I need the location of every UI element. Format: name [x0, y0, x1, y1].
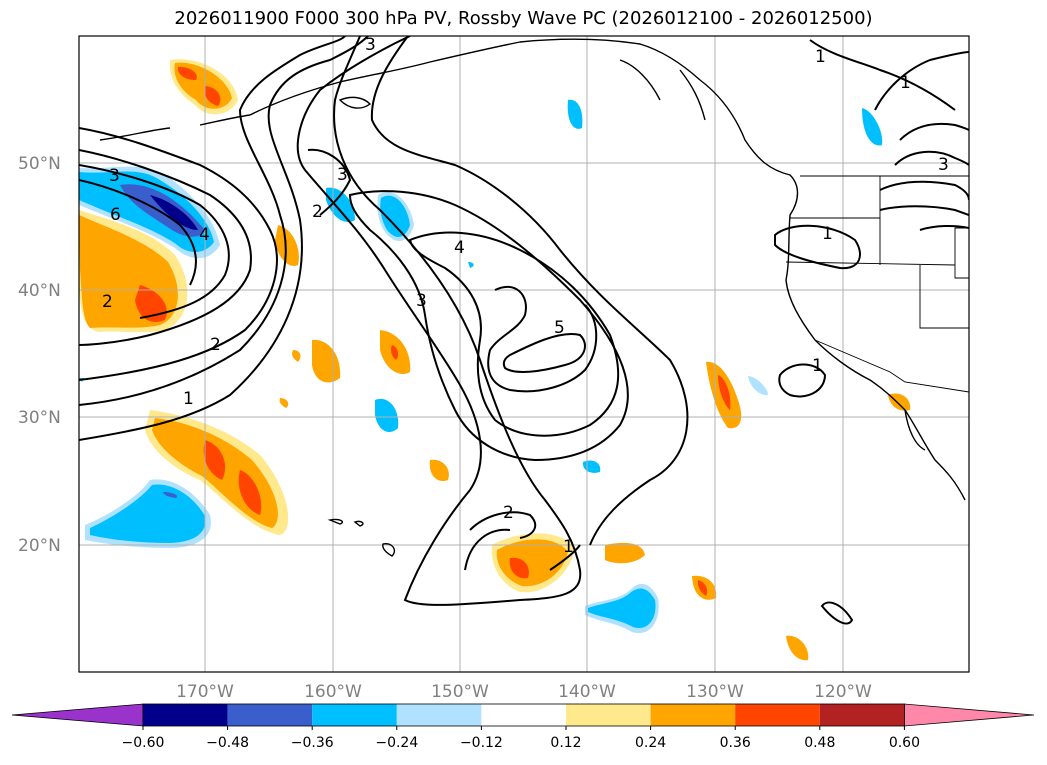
colorbar-segment [312, 704, 397, 726]
pv-contour-label: 1 [563, 537, 574, 557]
pv-contour-label: 2 [312, 202, 323, 222]
latitude-labels: 50°N 40°N 30°N 20°N [18, 154, 61, 556]
colorbar-segment [819, 704, 905, 726]
colorbar-level-label: −0.48 [206, 735, 249, 751]
colorbar-level-label: 0.36 [720, 735, 751, 751]
longitude-label: 120°W [814, 682, 872, 702]
pv-contour-label: 2 [503, 503, 514, 523]
colorbar-level-label: −0.36 [291, 735, 334, 751]
pv-contour-label: 1 [183, 389, 194, 409]
pv-contour-label: 3 [109, 166, 120, 186]
colorbar-segment [143, 704, 228, 726]
colorbar-segment [396, 704, 482, 726]
pv-contour-labels: 1 1 1 1 1 1 2 2 2 2 3 3 3 3 3 4 4 5 6 [102, 35, 949, 557]
graticule [79, 36, 969, 672]
pv-contour-label: 1 [900, 73, 911, 93]
longitude-label: 160°W [304, 682, 362, 702]
pv-contour-label: 1 [812, 356, 823, 376]
latitude-label: 50°N [18, 154, 61, 174]
pv-contour-label: 3 [365, 35, 376, 55]
colorbar-level-label: 0.48 [804, 735, 835, 751]
colorbar-segment [227, 704, 313, 726]
colorbar-extend-low [11, 703, 144, 727]
latitude-label: 40°N [18, 281, 61, 301]
colorbar-segment [735, 704, 820, 726]
pv-contour-label: 3 [416, 291, 427, 311]
longitude-label: 170°W [176, 682, 234, 702]
longitude-labels: 170°W 160°W 150°W 140°W 130°W 120°W [176, 682, 872, 702]
colorbar-level-label: 0.24 [635, 735, 666, 751]
longitude-label: 140°W [558, 682, 616, 702]
colorbar-level-label: 0.60 [889, 735, 920, 751]
longitude-label: 130°W [686, 682, 744, 702]
colorbar-level-label: −0.12 [460, 735, 503, 751]
pv-contour-label: 5 [554, 318, 565, 338]
pv-contour-label: 4 [199, 225, 210, 245]
pv-contours [79, 36, 969, 625]
pv-contour-label: 2 [210, 335, 221, 355]
colorbar-extend-high [904, 703, 1035, 727]
positive-pv-anomaly-shading [79, 59, 911, 661]
colorbar-level-label: −0.24 [375, 735, 418, 751]
pv-contour-label: 1 [822, 224, 833, 244]
longitude-label: 150°W [431, 682, 489, 702]
latitude-label: 30°N [18, 408, 61, 428]
pv-contour-label: 3 [337, 165, 348, 185]
pv-contour-label: 6 [110, 205, 121, 225]
pv-contour-label: 3 [938, 155, 949, 175]
colorbar-segment [650, 704, 736, 726]
map-frame [78, 35, 970, 673]
colorbar: −0.60 −0.48 −0.36 −0.24 −0.12 0.12 0.24 0.36 0.4… [11, 703, 1035, 751]
latitude-label: 20°N [18, 536, 61, 556]
pv-contour-label: 4 [454, 238, 465, 258]
colorbar-segment [566, 704, 651, 726]
pv-contour-label: 2 [102, 292, 113, 312]
colorbar-frame [142, 703, 905, 727]
colorbar-level-label: 0.12 [550, 735, 581, 751]
map-title: 2026011900 F000 300 hPa PV, Rossby Wave … [174, 8, 873, 29]
colorbar-segment [481, 704, 566, 726]
colorbar-level-label: −0.60 [122, 735, 165, 751]
coastlines [99, 38, 966, 557]
pv-contour-label: 1 [815, 47, 826, 67]
negative-pv-anomaly-shading [79, 99, 883, 634]
